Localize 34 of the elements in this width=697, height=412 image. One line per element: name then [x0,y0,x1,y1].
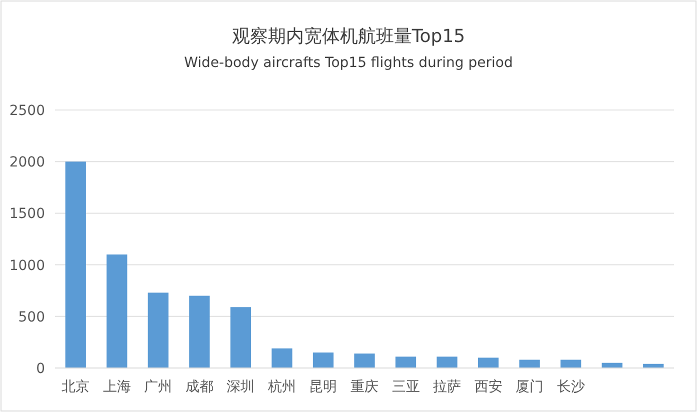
x-tick-label: 三亚 [392,379,420,395]
bar [354,354,375,368]
y-tick-label: 2000 [9,154,45,171]
bar [436,356,458,368]
x-tick-label: 厦门 [516,379,544,395]
bar [560,360,582,368]
bar [272,348,292,368]
bar [189,296,210,368]
chart-subtitle: Wide-body aircrafts Top15 flights during period [184,55,513,71]
x-tick-label: 重庆 [350,379,378,395]
y-tick-label: 2500 [9,103,45,119]
bar [106,254,128,368]
chart-title: 观察期内宽体机航班量Top15 [232,26,466,47]
bar [65,162,86,368]
x-tick-label: 北京 [62,379,90,395]
x-tick-label: 深圳 [226,379,255,395]
x-tick-label: 长沙 [556,379,585,395]
x-tick-label: 西安 [474,379,502,395]
bar [395,356,416,368]
y-tick-label: 0 [36,361,45,377]
bar [312,352,334,368]
x-tick-label: 上海 [102,379,131,395]
x-tick-label: 昆明 [309,379,338,395]
x-tick-label: 广州 [144,379,172,395]
x-tick-label: 杭州 [266,379,296,395]
bar [148,292,168,368]
x-tick-label: 成都 [185,379,214,395]
y-tick-label: 1000 [9,258,45,274]
x-tick-label: 拉萨 [433,379,462,395]
bar [230,307,252,368]
y-tick-label: 500 [18,309,45,326]
bar [478,358,499,368]
bar [519,360,540,368]
y-tick-label: 1500 [9,206,45,222]
